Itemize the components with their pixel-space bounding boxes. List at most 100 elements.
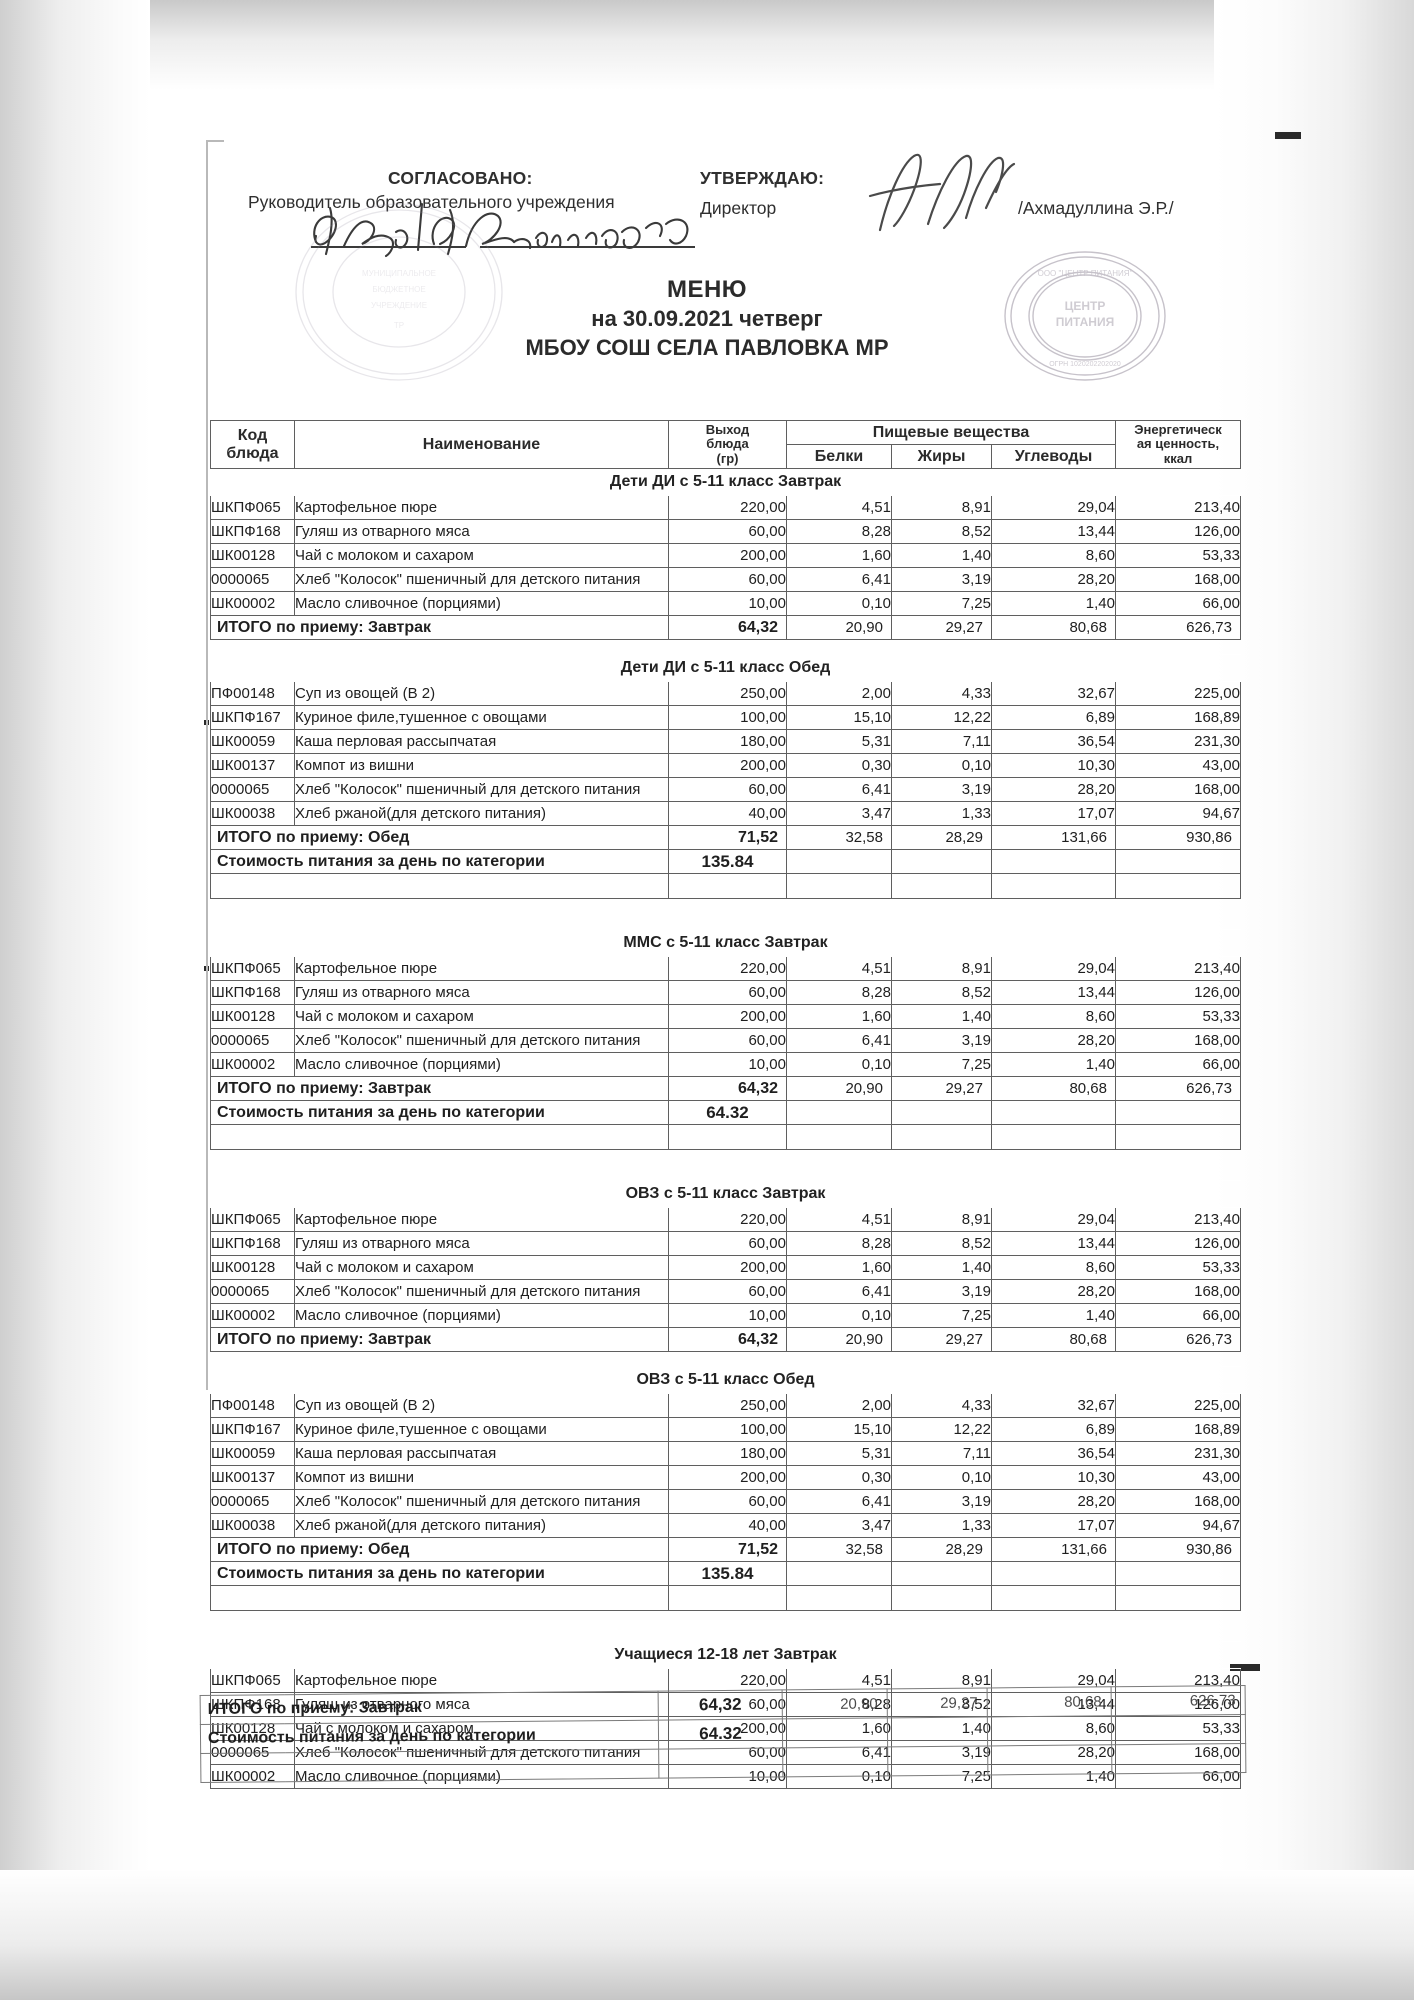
dish-fats: 3,19 xyxy=(891,1279,992,1304)
dish-kcal: 213,40 xyxy=(1115,1668,1241,1693)
scan-edge-mark-left-2 xyxy=(204,966,209,971)
section-spacer-small xyxy=(211,640,1241,655)
menu-section-header: Дети ДИ с 5-11 класс Завтрак xyxy=(210,468,1241,496)
dish-carbs: 6,89 xyxy=(991,705,1116,730)
col-header-energy-line1: Энергетическ xyxy=(1134,421,1222,437)
col-header-name: Наименование xyxy=(294,420,669,469)
col-header-nutrients: Пищевые вещества xyxy=(786,420,1116,445)
meal-total-row: ИТОГО по приему: Завтрак 64,32 20,90 29,27 8… xyxy=(210,615,1241,640)
dish-name: Хлеб "Колосок" пшеничный для детского пи… xyxy=(294,777,669,802)
col-header-energy: Энергетическ ая ценность, ккал xyxy=(1115,420,1241,469)
table-row: ШК00128 Чай с молоком и сахаром 200,00 1,60… xyxy=(210,1004,1241,1029)
day-cost-value: 64.32 xyxy=(668,1100,787,1125)
dish-output: 180,00 xyxy=(668,729,787,754)
dish-carbs: 29,04 xyxy=(991,956,1116,981)
day-cost-row: Стоимость питания за день по категории 13… xyxy=(210,1561,1241,1586)
dish-code: 0000065 xyxy=(210,567,295,592)
dish-carbs: 28,20 xyxy=(991,1489,1116,1514)
signature-rule-right xyxy=(480,246,695,248)
dish-kcal: 213,40 xyxy=(1115,956,1241,981)
dish-name: Масло сливочное (порциями) xyxy=(294,591,669,616)
dish-carbs: 28,20 xyxy=(991,567,1116,592)
dish-fats: 3,19 xyxy=(891,777,992,802)
dish-carbs: 6,89 xyxy=(991,1417,1116,1442)
table-row: ШК00002 Масло сливочное (порциями) 10,00 0,… xyxy=(210,1764,1241,1789)
menu-section-header: Учащиеся 12-18 лет Завтрак xyxy=(210,1641,1241,1669)
final-total-fats: 29,27 xyxy=(887,1687,988,1718)
dish-code: 0000065 xyxy=(210,1028,295,1053)
table-row: ШК00002 Масло сливочное (порциями) 10,00 0,… xyxy=(210,591,1241,616)
meal-total-proteins: 32,58 xyxy=(786,825,892,850)
dish-carbs: 13,44 xyxy=(991,1692,1116,1717)
dish-output: 180,00 xyxy=(668,1441,787,1466)
final-blank-cell-4 xyxy=(887,1745,988,1776)
dish-code: ШКПФ065 xyxy=(210,1668,295,1693)
section-spacer-small-cell xyxy=(211,1352,1241,1367)
table-row: ШК00128 Чай с молоком и сахаром 200,00 1,60… xyxy=(210,543,1241,568)
approval-label-agreed: СОГЛАСОВАНО: xyxy=(388,168,533,188)
dish-carbs: 29,04 xyxy=(991,1207,1116,1232)
dish-proteins: 5,31 xyxy=(786,1441,892,1466)
dish-carbs: 1,40 xyxy=(991,1303,1116,1328)
dish-name: Гуляш из отварного мяса xyxy=(294,980,669,1005)
final-cost-label: Стоимость питания за день по категории xyxy=(200,1720,659,1754)
dish-output: 60,00 xyxy=(668,567,787,592)
final-total-proteins: 20,90 xyxy=(782,1688,888,1719)
dish-carbs: 1,40 xyxy=(991,1052,1116,1077)
dish-fats: 7,25 xyxy=(891,1303,992,1328)
dish-carbs: 1,40 xyxy=(991,1764,1116,1789)
dish-name: Компот из вишни xyxy=(294,753,669,778)
dish-carbs: 28,20 xyxy=(991,777,1116,802)
approval-label-approved: УТВЕРЖДАЮ: xyxy=(700,168,825,188)
day-cost-empty-1 xyxy=(786,849,892,874)
table-row: 0000065 Хлеб "Колосок" пшеничный для детс… xyxy=(210,1279,1241,1304)
meal-total-carbs: 131,66 xyxy=(991,1537,1116,1562)
dish-kcal: 231,30 xyxy=(1115,1441,1241,1466)
meal-total-output: 64,32 xyxy=(668,615,787,640)
day-cost-empty-1 xyxy=(786,1561,892,1586)
table-row: 0000065 Хлеб "Колосок" пшеничный для детс… xyxy=(210,1028,1241,1053)
scan-shadow-bottom xyxy=(0,1870,1414,2000)
dish-code: ШК00137 xyxy=(210,1465,295,1490)
meal-total-proteins: 20,90 xyxy=(786,1076,892,1101)
section-spacer-small xyxy=(211,1352,1241,1367)
blank-cell-4 xyxy=(891,1124,992,1150)
dish-kcal: 168,89 xyxy=(1115,1417,1241,1442)
day-cost-label: Стоимость питания за день по категории xyxy=(210,1100,669,1125)
table-row: 0000065 Хлеб "Колосок" пшеничный для детс… xyxy=(210,1740,1241,1765)
menu-table: Код блюда Наименование Выход блюда (гр) … xyxy=(210,420,1241,1789)
section-spacer xyxy=(211,1150,1241,1181)
dish-code: 0000065 xyxy=(210,1489,295,1514)
final-blank-cell-2 xyxy=(658,1747,783,1779)
dish-kcal: 53,33 xyxy=(1115,1255,1241,1280)
dish-kcal: 53,33 xyxy=(1115,543,1241,568)
dish-fats: 4,33 xyxy=(891,1393,992,1418)
col-header-energy-line2: ая ценность, xyxy=(1136,436,1220,452)
dish-code: ШКПФ168 xyxy=(210,980,295,1005)
blank-cell-3 xyxy=(786,1124,892,1150)
dish-code: ШК00002 xyxy=(210,591,295,616)
section-spacer xyxy=(211,899,1241,930)
dish-code: ШК00128 xyxy=(210,1716,295,1741)
col-header-code-line2: блюда xyxy=(226,444,279,462)
meal-total-carbs: 80,68 xyxy=(991,1076,1116,1101)
day-cost-empty-3 xyxy=(991,849,1116,874)
dish-output: 60,00 xyxy=(668,1489,787,1514)
dish-code: ШК00038 xyxy=(210,801,295,826)
dish-proteins: 3,47 xyxy=(786,801,892,826)
dish-proteins: 4,51 xyxy=(786,956,892,981)
dish-name: Хлеб "Колосок" пшеничный для детского пи… xyxy=(294,1740,669,1765)
dish-proteins: 6,41 xyxy=(786,1489,892,1514)
dish-name: Хлеб ржаной(для детского питания) xyxy=(294,801,669,826)
blank-cell-2 xyxy=(668,873,787,899)
dish-code: ШК00059 xyxy=(210,729,295,754)
dish-output: 200,00 xyxy=(668,1004,787,1029)
day-cost-empty-4 xyxy=(1115,849,1241,874)
dish-fats: 3,19 xyxy=(891,1028,992,1053)
dish-kcal: 126,00 xyxy=(1115,980,1241,1005)
meal-total-row: ИТОГО по приему: Обед 71,52 32,58 28,29 131,… xyxy=(210,825,1241,850)
dish-carbs: 13,44 xyxy=(991,980,1116,1005)
table-row: ШКПФ065 Картофельное пюре 220,00 4,51 8,91 29… xyxy=(210,956,1241,981)
dish-proteins: 6,41 xyxy=(786,1028,892,1053)
dish-proteins: 0,10 xyxy=(786,1303,892,1328)
